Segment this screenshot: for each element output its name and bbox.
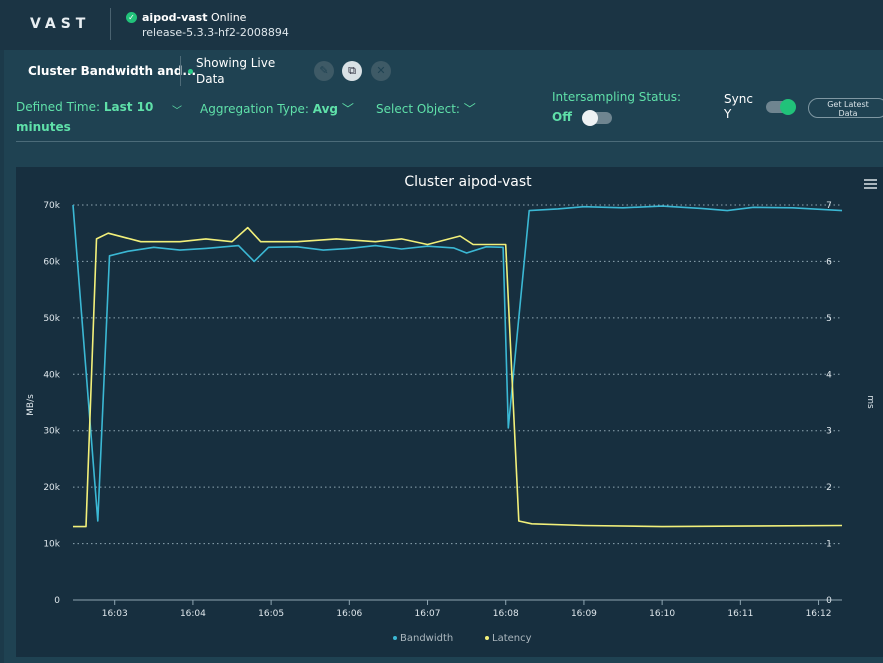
y2-tick-label: 2 bbox=[826, 483, 832, 493]
y-tick-label: 70k bbox=[43, 201, 60, 211]
y2-tick-label: 1 bbox=[826, 540, 832, 550]
y-tick-label: 40k bbox=[43, 370, 60, 380]
x-tick-label: 16:10 bbox=[649, 609, 675, 619]
y-tick-label: 0 bbox=[54, 596, 60, 606]
x-tick-label: 16:07 bbox=[415, 609, 441, 619]
divider bbox=[110, 8, 111, 40]
defined-time-value: Last 10 bbox=[103, 100, 154, 114]
y-tick-label: 10k bbox=[43, 540, 60, 550]
x-tick-label: 16:09 bbox=[571, 609, 597, 619]
defined-time-label: Defined Time: bbox=[16, 100, 101, 114]
intersampling-label: Intersampling Status: bbox=[552, 90, 682, 104]
legend-bandwidth[interactable]: Bandwidth bbox=[393, 633, 453, 644]
x-tick-label: 16:11 bbox=[727, 609, 753, 619]
sync-label-text2: Y bbox=[724, 107, 732, 121]
cluster-status: aipod-vast Online bbox=[142, 11, 246, 24]
panel-title: Cluster Bandwidth and... bbox=[28, 64, 197, 78]
defined-time-value-cont[interactable]: minutes bbox=[16, 120, 71, 134]
legend-latency-label: Latency bbox=[492, 633, 532, 644]
aggregation-value: Avg bbox=[312, 102, 338, 116]
defined-time-select[interactable]: Defined Time: Last 10 bbox=[16, 100, 153, 114]
y-tick-label: 60k bbox=[43, 257, 60, 267]
chevron-down-icon: ﹀ bbox=[463, 102, 476, 116]
y2-tick-label: 4 bbox=[826, 370, 832, 380]
series-line-bandwidth bbox=[72, 204, 843, 522]
y-tick-label: 20k bbox=[43, 483, 60, 493]
y2-tick-label: 0 bbox=[826, 596, 832, 606]
chart-title: Cluster aipod-vast bbox=[404, 174, 532, 190]
y2-tick-label: 6 bbox=[826, 257, 832, 267]
sync-toggle[interactable] bbox=[766, 99, 796, 115]
series-line-latency bbox=[73, 226, 843, 528]
close-icon[interactable]: ✕ bbox=[371, 61, 391, 81]
aggregation-label: Aggregation Type: bbox=[200, 102, 309, 116]
get-latest-label2: Data bbox=[838, 109, 858, 118]
select-object-label: Select Object: bbox=[376, 102, 460, 116]
release-version: release-5.3.3-hf2-2008894 bbox=[142, 26, 289, 39]
x-tick-label: 16:04 bbox=[180, 609, 206, 619]
divider bbox=[16, 141, 883, 142]
x-tick-label: 16:06 bbox=[336, 609, 362, 619]
vast-logo: VAST bbox=[30, 16, 91, 32]
legend-bandwidth-label: Bandwidth bbox=[400, 633, 453, 644]
x-tick-label: 16:12 bbox=[806, 609, 832, 619]
y2-axis-label: ms bbox=[865, 395, 875, 409]
y2-tick-label: 5 bbox=[826, 314, 832, 324]
legend-latency[interactable]: Latency bbox=[485, 633, 532, 644]
y2-tick-label: 3 bbox=[826, 427, 832, 437]
copy-icon[interactable]: ⧉ bbox=[342, 61, 362, 81]
sync-label: Sync Y bbox=[724, 92, 753, 122]
intersampling-toggle[interactable] bbox=[582, 110, 612, 126]
cluster-online: Online bbox=[210, 11, 247, 24]
bandwidth-latency-chart: Cluster aipod-vast MB/s ms 0 10k 20k 30k 40k… bbox=[26, 174, 877, 644]
divider bbox=[180, 56, 181, 86]
x-tick-label: 16:08 bbox=[493, 609, 519, 619]
online-check-icon: ✓ bbox=[126, 12, 137, 23]
get-latest-label: Get Latest bbox=[827, 100, 869, 109]
y-tick-label: 30k bbox=[43, 427, 60, 437]
cluster-name: aipod-vast bbox=[142, 11, 208, 24]
menu-icon[interactable] bbox=[864, 179, 877, 189]
chevron-down-icon: ﹀ bbox=[341, 102, 354, 116]
x-tick-label: 16:03 bbox=[102, 609, 128, 619]
live-status: Showing Live Data bbox=[196, 56, 276, 86]
top-bar: VAST ✓ aipod-vast Online release-5.3.3-h… bbox=[0, 0, 883, 50]
select-object[interactable]: Select Object: ﹀ bbox=[376, 100, 476, 117]
toggle-knob bbox=[780, 99, 796, 115]
y-axis-label: MB/s bbox=[26, 394, 36, 416]
y2-tick-label: 7 bbox=[826, 201, 832, 211]
sync-label-text: Sync bbox=[724, 92, 753, 106]
get-latest-data-button[interactable]: Get Latest Data bbox=[808, 98, 883, 118]
edit-icon[interactable]: ✎ bbox=[314, 61, 334, 81]
live-dot-icon bbox=[188, 69, 193, 74]
chart-area: Cluster aipod-vast MB/s ms 0 10k 20k 30k 40k… bbox=[16, 167, 883, 657]
x-tick-label: 16:05 bbox=[258, 609, 284, 619]
chevron-down-icon[interactable]: ﹀ bbox=[172, 106, 182, 117]
toggle-knob bbox=[582, 110, 598, 126]
y-tick-label: 50k bbox=[43, 314, 60, 324]
aggregation-select[interactable]: Aggregation Type: Avg ﹀ bbox=[200, 100, 354, 117]
intersampling-value: Off bbox=[552, 110, 572, 124]
